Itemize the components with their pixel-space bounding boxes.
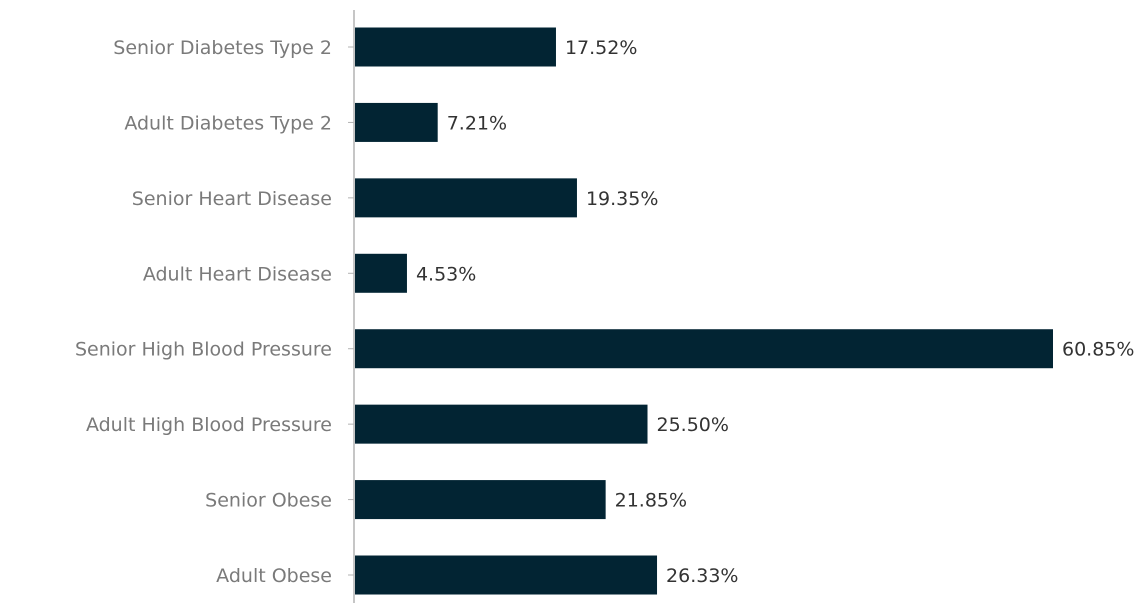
category-label-2: Senior Heart Disease <box>132 188 332 210</box>
bar-7 <box>355 555 658 595</box>
category-label-7: Adult Obese <box>216 565 332 587</box>
bar-5 <box>355 404 648 444</box>
category-labels: Senior Diabetes Type 2 Adult Diabetes Typ… <box>75 37 332 587</box>
bar-1 <box>355 102 438 142</box>
category-label-1: Adult Diabetes Type 2 <box>124 112 332 134</box>
value-label-6: 21.85% <box>615 490 687 512</box>
bar-0 <box>355 27 556 67</box>
value-label-7: 26.33% <box>666 565 738 587</box>
category-label-5: Adult High Blood Pressure <box>86 414 332 436</box>
bar-3 <box>355 253 407 293</box>
value-labels: 17.52% 7.21% 19.35% 4.53% 60.85% 25.50% 21.85%… <box>416 37 1134 587</box>
bar-2 <box>355 178 577 218</box>
category-label-6: Senior Obese <box>205 490 332 512</box>
value-label-5: 25.50% <box>657 414 729 436</box>
category-label-0: Senior Diabetes Type 2 <box>113 37 332 59</box>
bar-6 <box>355 480 606 520</box>
value-label-1: 7.21% <box>447 112 507 134</box>
value-label-4: 60.85% <box>1062 339 1134 361</box>
value-label-2: 19.35% <box>586 188 658 210</box>
value-label-3: 4.53% <box>416 263 476 285</box>
bars-group <box>355 27 1053 595</box>
category-label-4: Senior High Blood Pressure <box>75 339 332 361</box>
bar-4 <box>355 329 1053 369</box>
value-label-0: 17.52% <box>565 37 637 59</box>
category-label-3: Adult Heart Disease <box>143 263 332 285</box>
y-axis-ticks <box>348 46 354 576</box>
